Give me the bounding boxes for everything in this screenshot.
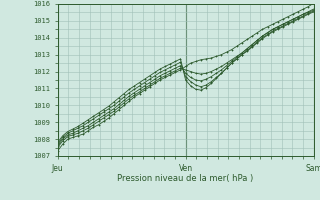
- X-axis label: Pression niveau de la mer( hPa ): Pression niveau de la mer( hPa ): [117, 174, 254, 183]
